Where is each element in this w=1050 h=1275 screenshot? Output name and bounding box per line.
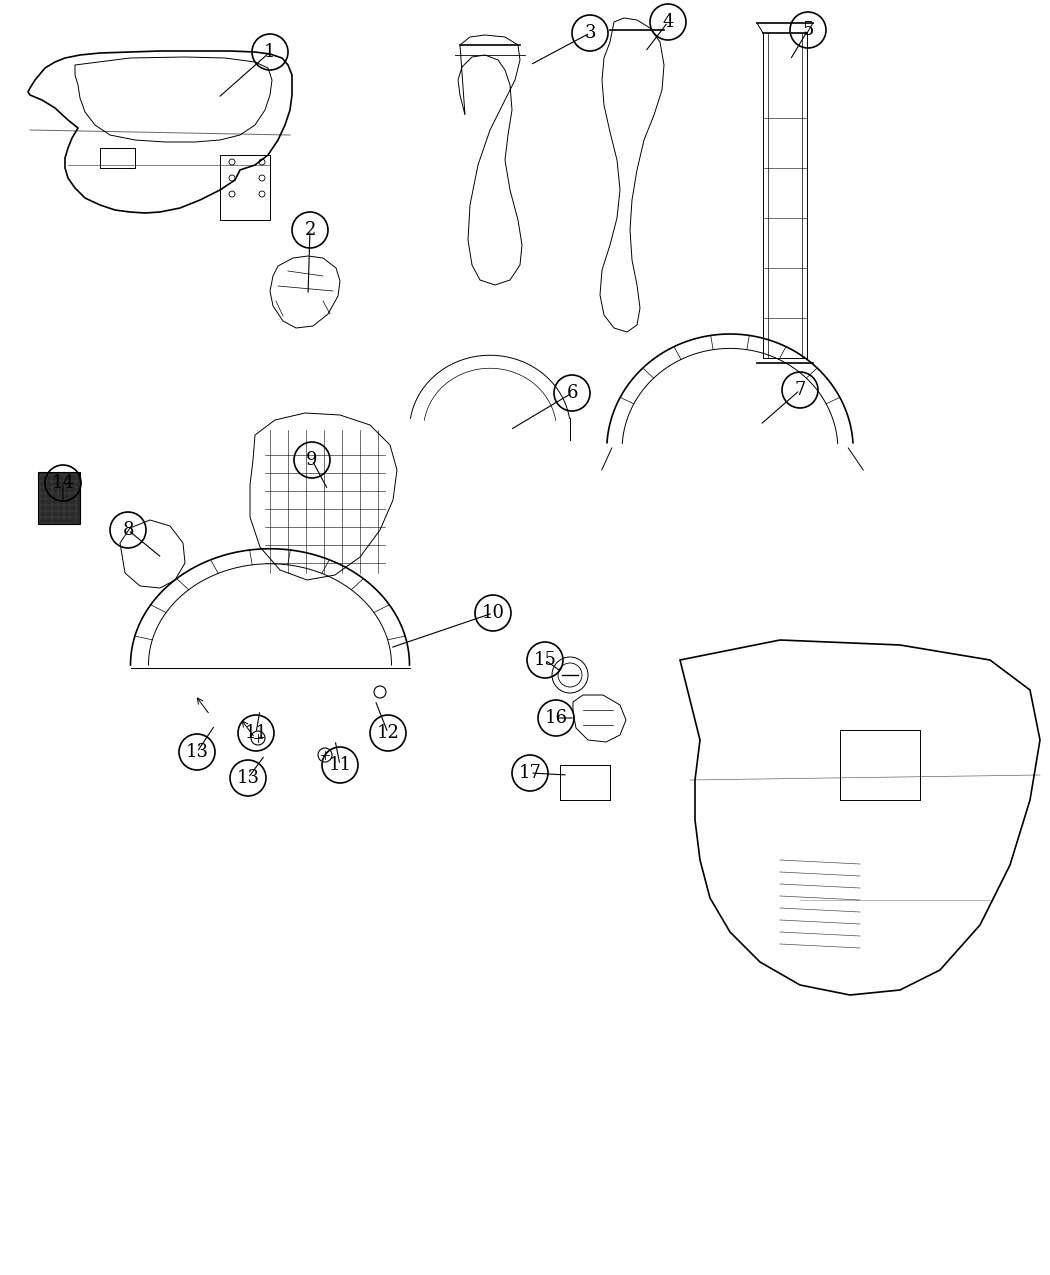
Text: 13: 13 xyxy=(186,743,209,761)
Text: 13: 13 xyxy=(236,769,259,787)
Text: 12: 12 xyxy=(377,724,399,742)
Text: 5: 5 xyxy=(802,20,814,40)
Text: 8: 8 xyxy=(122,521,133,539)
Text: 15: 15 xyxy=(533,652,556,669)
Text: 10: 10 xyxy=(482,604,504,622)
Text: 7: 7 xyxy=(794,381,805,399)
Text: 11: 11 xyxy=(329,756,352,774)
Bar xyxy=(38,472,80,524)
Text: 6: 6 xyxy=(566,384,578,402)
Text: 16: 16 xyxy=(545,709,567,727)
Text: 2: 2 xyxy=(304,221,316,238)
Text: 14: 14 xyxy=(51,474,75,492)
Text: 9: 9 xyxy=(307,451,318,469)
Bar xyxy=(220,156,270,221)
Text: 3: 3 xyxy=(584,24,595,42)
Text: 4: 4 xyxy=(663,13,674,31)
Bar xyxy=(100,148,135,168)
Text: 11: 11 xyxy=(245,724,268,742)
Text: 17: 17 xyxy=(519,764,542,782)
Text: 1: 1 xyxy=(265,43,276,61)
